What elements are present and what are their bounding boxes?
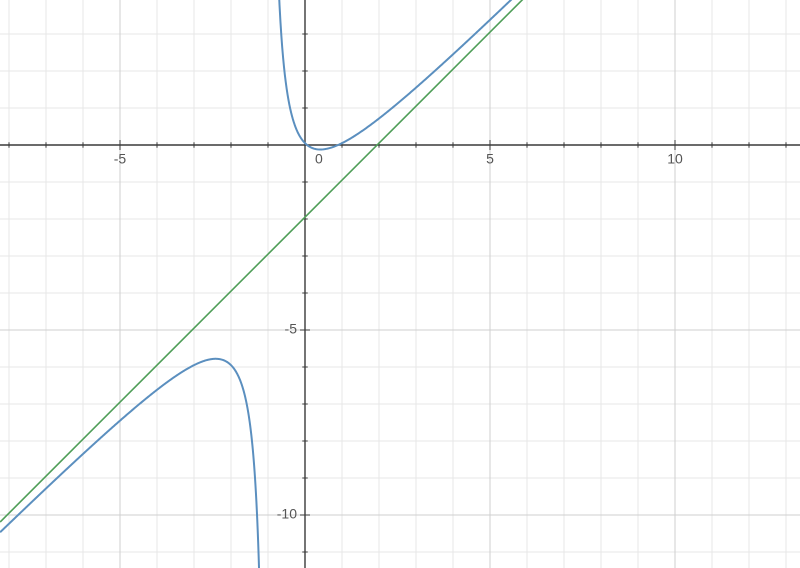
function-plot: -5 0 5 10 -5 -10 (0, 0, 800, 568)
rational-curve-branch-right (268, 0, 800, 150)
grid (0, 0, 800, 568)
svg-text:10: 10 (667, 150, 683, 166)
rational-curve-branch-left (0, 359, 268, 568)
svg-text:5: 5 (486, 150, 494, 166)
svg-text:-5: -5 (114, 150, 127, 166)
svg-text:0: 0 (315, 150, 323, 166)
svg-text:-5: -5 (285, 321, 298, 337)
svg-text:-10: -10 (277, 506, 297, 522)
